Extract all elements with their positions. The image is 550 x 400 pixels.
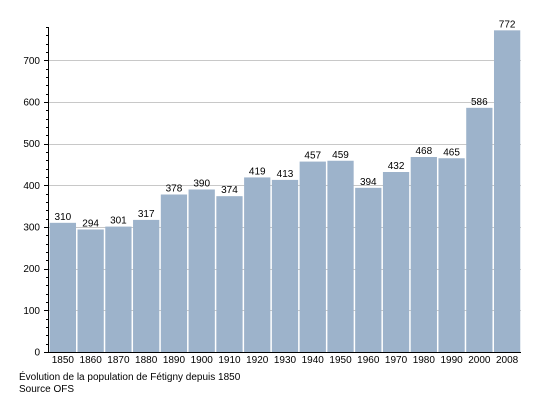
bar-1990 bbox=[438, 158, 465, 352]
x-tick-label-2008: 2008 bbox=[496, 355, 519, 366]
x-tick-label-1940: 1940 bbox=[302, 355, 325, 366]
bars bbox=[49, 30, 521, 352]
x-tick-label-1930: 1930 bbox=[274, 355, 297, 366]
value-label-1860: 294 bbox=[82, 219, 99, 230]
bar-1970 bbox=[382, 172, 410, 352]
x-tick-label-1860: 1860 bbox=[80, 355, 103, 366]
bar-1870 bbox=[105, 226, 132, 352]
bar-1910 bbox=[216, 196, 243, 352]
value-label-1870: 301 bbox=[110, 216, 127, 227]
population-bar-chart: 310 294 301 317 378 390 374 419 413 457 459 394 432 4… bbox=[23, 19, 521, 366]
bar-1900 bbox=[188, 189, 215, 352]
value-label-1980: 468 bbox=[415, 146, 432, 157]
x-tick-label-1920: 1920 bbox=[246, 355, 269, 366]
chart-caption: Évolution de la population de Fétigny de… bbox=[19, 372, 241, 383]
y-tick-label-500: 500 bbox=[23, 139, 40, 150]
bar-1920 bbox=[244, 177, 271, 352]
axes bbox=[44, 27, 521, 353]
value-label-1890: 378 bbox=[166, 184, 183, 195]
value-label-1910: 374 bbox=[221, 185, 238, 196]
x-tick-labels: 1850 1860 1870 1880 1890 1900 1910 1920 1930 1940… bbox=[52, 355, 519, 366]
x-tick-label-1850: 1850 bbox=[52, 355, 75, 366]
x-tick-label-1980: 1980 bbox=[413, 355, 436, 366]
x-tick-label-1890: 1890 bbox=[163, 355, 186, 366]
value-label-1850: 310 bbox=[55, 212, 72, 223]
y-tick-label-700: 700 bbox=[23, 56, 40, 67]
y-tick-label-0: 0 bbox=[34, 348, 40, 359]
bar-1980 bbox=[410, 157, 437, 352]
y-tick-label-300: 300 bbox=[23, 223, 40, 234]
value-label-1900: 390 bbox=[193, 179, 210, 190]
value-label-1940: 457 bbox=[304, 151, 321, 162]
y-tick-labels: 0 100 200 300 400 500 600 700 bbox=[23, 56, 40, 359]
value-label-1960: 394 bbox=[360, 177, 377, 188]
x-tick-label-1960: 1960 bbox=[357, 355, 380, 366]
x-tick-label-1870: 1870 bbox=[107, 355, 130, 366]
bar-2000 bbox=[466, 107, 493, 352]
value-label-1950: 459 bbox=[332, 150, 349, 161]
bar-1930 bbox=[271, 179, 299, 352]
chart-source: Source OFS bbox=[19, 384, 75, 395]
bar-1850 bbox=[49, 222, 77, 352]
bar-1890 bbox=[160, 194, 188, 352]
y-tick-label-600: 600 bbox=[23, 98, 40, 109]
value-label-2000: 586 bbox=[471, 97, 488, 108]
value-label-2008: 772 bbox=[499, 19, 516, 30]
y-tick-label-200: 200 bbox=[23, 264, 40, 275]
value-label-1990: 465 bbox=[443, 147, 460, 158]
x-tick-label-1950: 1950 bbox=[329, 355, 352, 366]
value-label-1930: 413 bbox=[277, 169, 294, 180]
x-tick-label-1910: 1910 bbox=[218, 355, 241, 366]
bar-1860 bbox=[77, 229, 104, 352]
y-tick-label-100: 100 bbox=[23, 306, 40, 317]
bar-1960 bbox=[355, 187, 382, 352]
y-tick-label-400: 400 bbox=[23, 181, 40, 192]
x-tick-label-1990: 1990 bbox=[440, 355, 463, 366]
x-tick-label-1970: 1970 bbox=[385, 355, 408, 366]
x-tick-label-1900: 1900 bbox=[191, 355, 214, 366]
value-label-1880: 317 bbox=[138, 209, 155, 220]
value-label-1970: 432 bbox=[388, 161, 405, 172]
bar-2008 bbox=[493, 30, 521, 352]
bar-1880 bbox=[133, 219, 160, 352]
value-labels: 310 294 301 317 378 390 374 419 413 457 459 394 432 4… bbox=[55, 19, 516, 229]
bar-1940 bbox=[299, 161, 326, 352]
x-tick-label-2000: 2000 bbox=[468, 355, 491, 366]
bar-1950 bbox=[327, 160, 354, 352]
x-tick-label-1880: 1880 bbox=[135, 355, 158, 366]
value-label-1920: 419 bbox=[249, 166, 266, 177]
